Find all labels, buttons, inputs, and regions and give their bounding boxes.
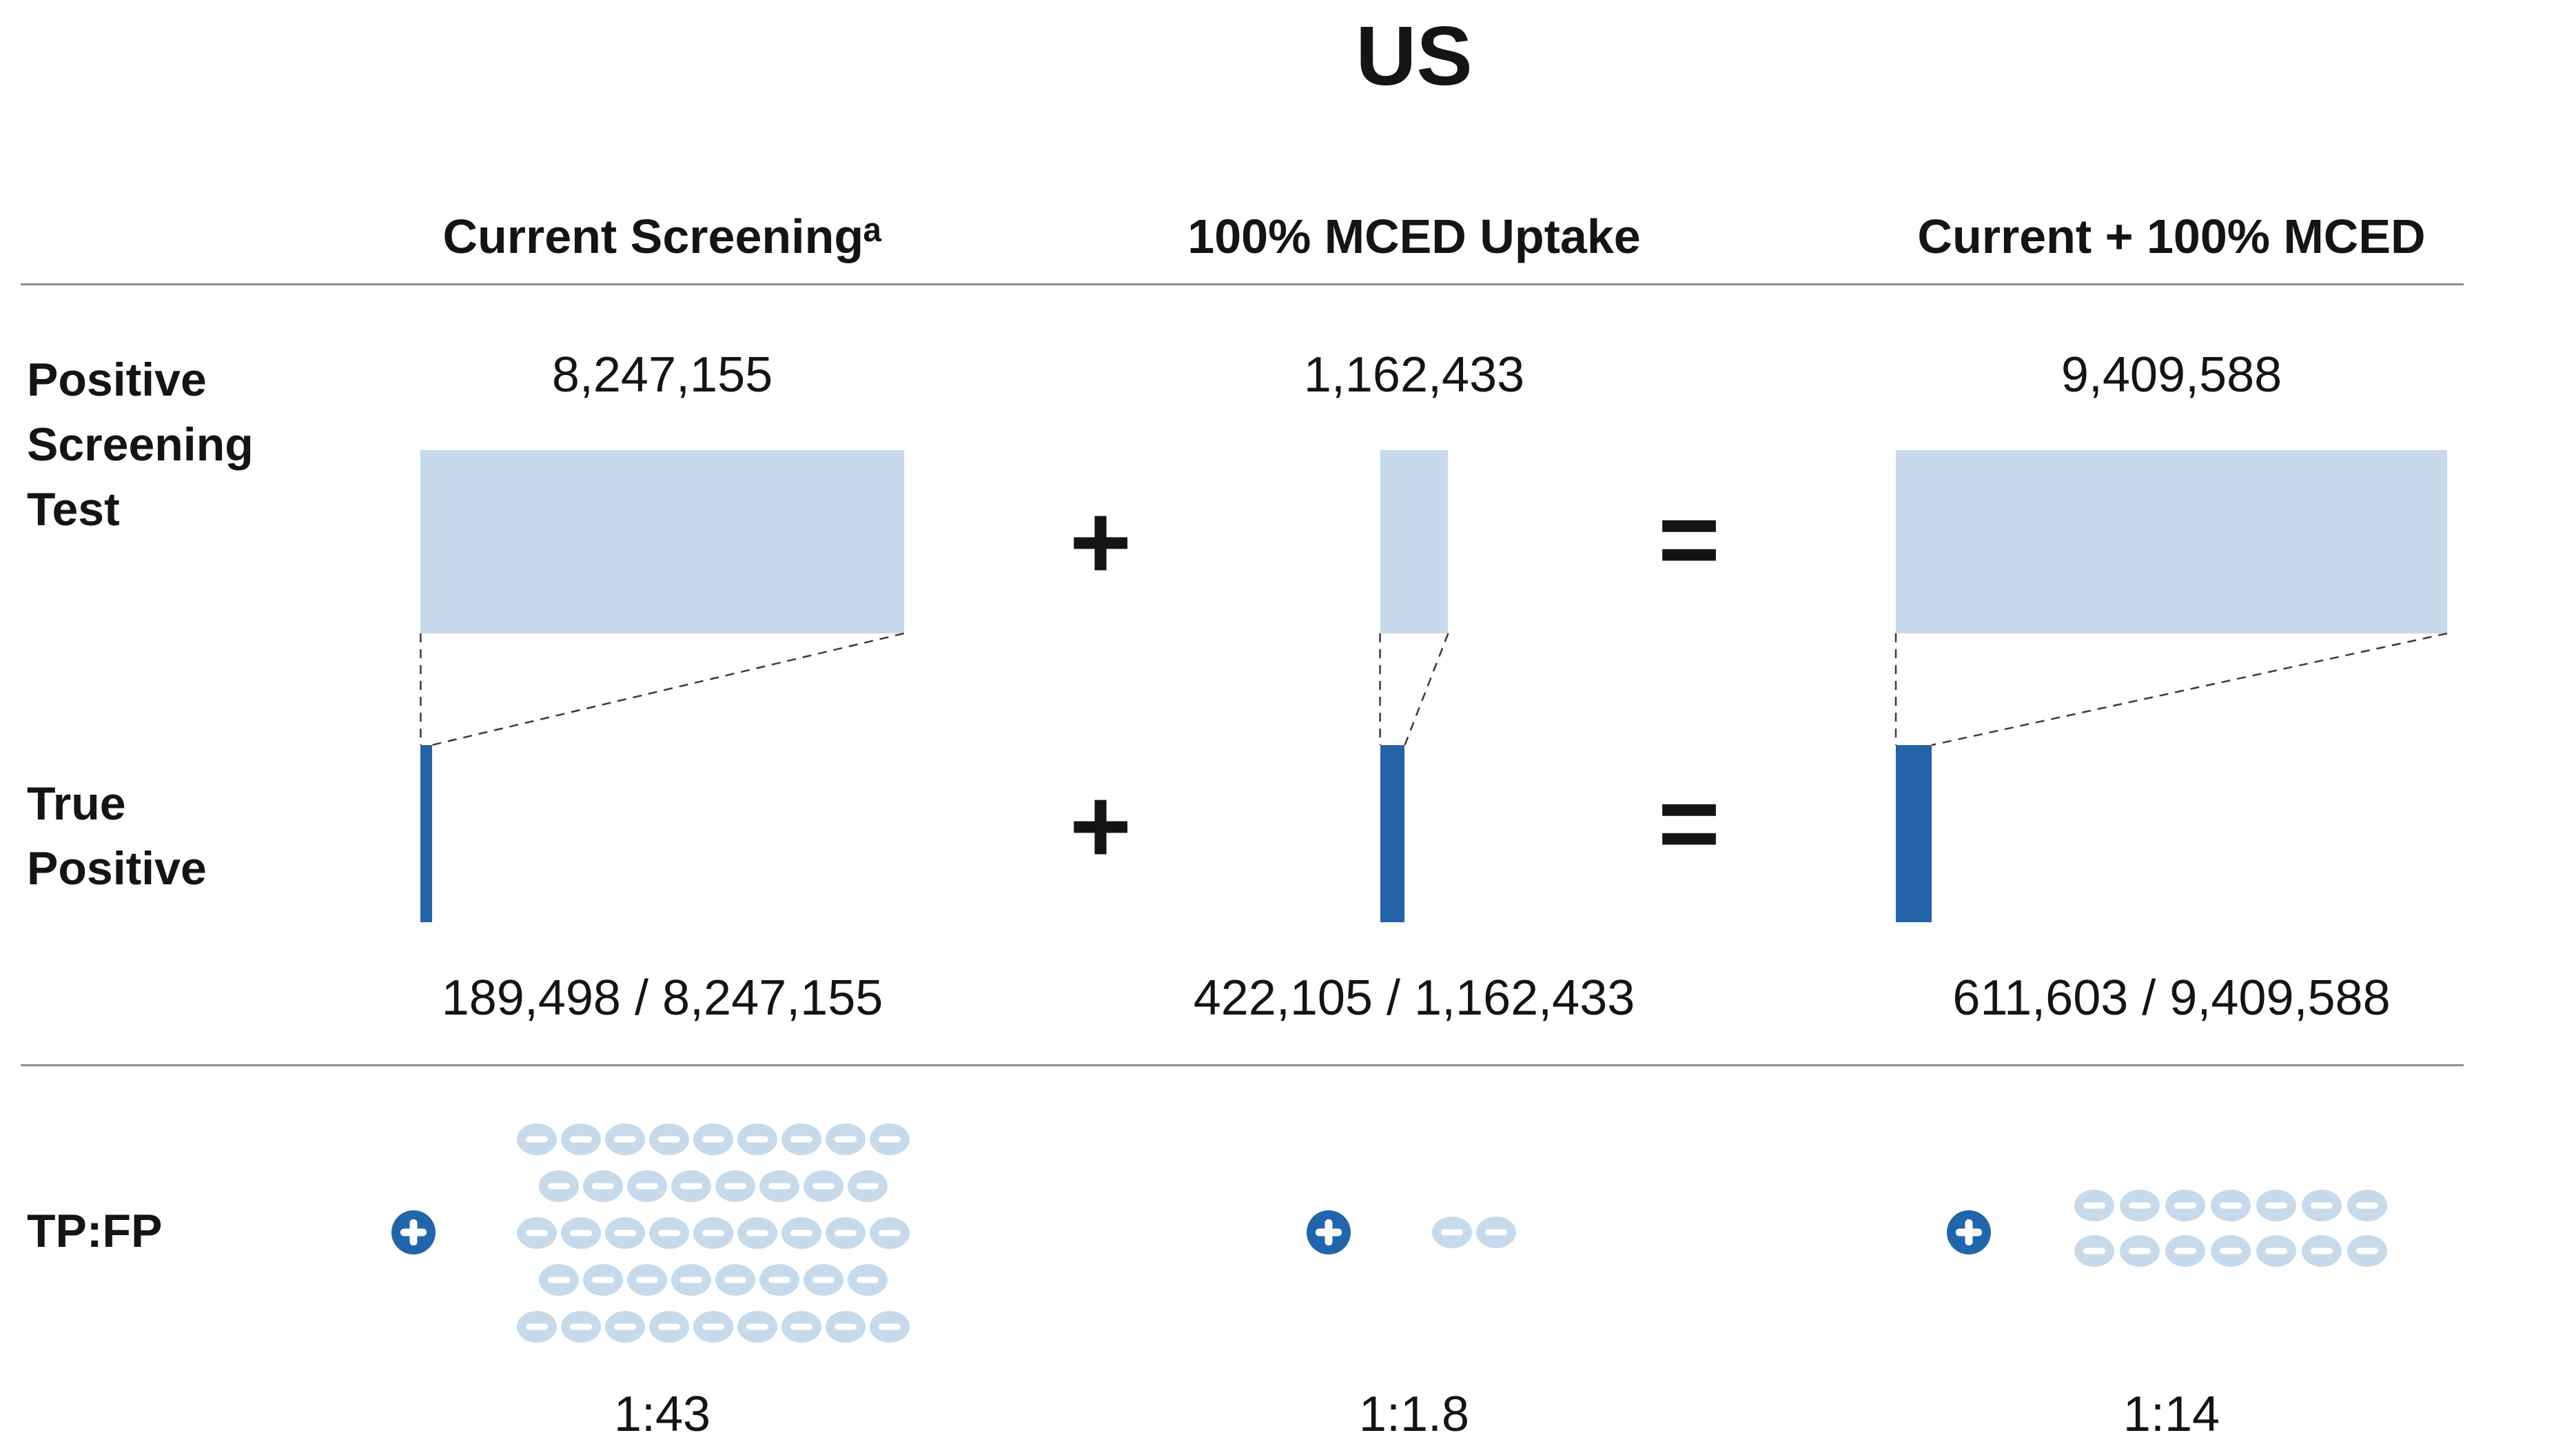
plus-operator-top: + xyxy=(1069,482,1132,602)
fp-minus-icon xyxy=(781,1217,821,1249)
fp-minus-icon xyxy=(561,1311,601,1343)
true-positive-fraction-mced: 422,105 / 1,162,433 xyxy=(1193,970,1635,1026)
fp-minus-icon xyxy=(870,1311,910,1343)
fp-minus-icon xyxy=(2302,1190,2342,1221)
fp-minus-icon xyxy=(2302,1235,2342,1267)
column-header-current-plus-mced: Current + 100% MCED xyxy=(1917,210,2426,263)
fp-minus-icon xyxy=(2165,1235,2205,1267)
fp-minus-icon xyxy=(539,1170,579,1202)
true-positive-fraction-current: 189,498 / 8,247,155 xyxy=(441,970,883,1026)
row-label-positive-screening-test: Positive Screening Test xyxy=(27,354,254,536)
fp-minus-icon xyxy=(781,1123,821,1155)
positive-count-current: 8,247,155 xyxy=(551,347,773,403)
fp-minus-icon xyxy=(693,1311,733,1343)
divider-bottom xyxy=(21,1064,2464,1066)
fp-minus-icon xyxy=(1432,1217,1472,1248)
fp-minus-icon xyxy=(737,1311,777,1343)
fp-minus-icon xyxy=(649,1311,689,1343)
fp-minus-icon xyxy=(870,1123,910,1155)
fp-minus-icon xyxy=(804,1264,844,1296)
divider-top xyxy=(21,283,2464,285)
tp-plus-icon xyxy=(1947,1210,1991,1254)
column-header-current-screening: Current Screeningᵃ xyxy=(442,210,882,263)
tp-fp-ratio-mced: 1:1.8 xyxy=(1358,1387,1470,1442)
funnel-dashed-line xyxy=(1404,633,1449,746)
true-positive-bar xyxy=(1896,745,1932,922)
funnel-dashed-line xyxy=(1931,632,2448,746)
equals-operator-top: = xyxy=(1657,479,1721,599)
fp-minus-icon xyxy=(2165,1190,2205,1221)
fp-minus-icon xyxy=(627,1170,667,1202)
fp-minus-icon xyxy=(804,1170,844,1202)
positive-count-combined: 9,409,588 xyxy=(2061,347,2282,403)
fp-minus-icon xyxy=(826,1123,866,1155)
column-header-mced-uptake: 100% MCED Uptake xyxy=(1187,210,1641,263)
fp-minus-icon xyxy=(1476,1217,1516,1248)
fp-minus-icon xyxy=(2256,1190,2296,1221)
fp-minus-icon xyxy=(561,1217,601,1249)
fp-minus-icon xyxy=(737,1217,777,1249)
tp-plus-icon xyxy=(1307,1210,1351,1254)
true-positive-bar xyxy=(420,745,432,922)
tp-fp-ratio-current: 1:43 xyxy=(613,1387,711,1442)
true-positive-bar xyxy=(1380,745,1405,922)
fp-minus-icon xyxy=(826,1311,866,1343)
row-label-tp-fp: TP:FP xyxy=(27,1205,163,1257)
fp-minus-icon xyxy=(2256,1235,2296,1267)
fp-minus-icon xyxy=(693,1123,733,1155)
fp-minus-icon xyxy=(715,1170,755,1202)
fp-minus-icon xyxy=(826,1217,866,1249)
fp-minus-icon xyxy=(649,1217,689,1249)
fp-minus-icon xyxy=(781,1311,821,1343)
fp-minus-icon xyxy=(605,1217,645,1249)
fp-minus-icon xyxy=(517,1217,557,1249)
equals-operator-bottom: = xyxy=(1657,763,1721,883)
row-label-true-positive: True Positive xyxy=(27,777,207,895)
fp-minus-icon xyxy=(539,1264,579,1296)
positive-screening-bar xyxy=(1380,450,1449,633)
fp-minus-icon xyxy=(517,1123,557,1155)
fp-minus-icon xyxy=(627,1264,667,1296)
fp-minus-icon xyxy=(583,1170,623,1202)
fp-minus-icon xyxy=(2120,1235,2160,1267)
fp-minus-icon xyxy=(2211,1235,2251,1267)
fp-minus-icon xyxy=(583,1264,623,1296)
plus-operator-bottom: + xyxy=(1069,766,1132,886)
fp-minus-icon xyxy=(2347,1235,2387,1267)
positive-screening-bar xyxy=(420,450,904,633)
true-positive-fraction-combined: 611,603 / 9,409,588 xyxy=(1952,970,2391,1026)
fp-minus-icon xyxy=(759,1264,799,1296)
page-title: US xyxy=(1356,9,1473,103)
fp-minus-icon xyxy=(671,1264,711,1296)
fp-minus-icon xyxy=(517,1311,557,1343)
fp-minus-icon xyxy=(2211,1190,2251,1221)
fp-minus-icon xyxy=(671,1170,711,1202)
fp-minus-icon xyxy=(561,1123,601,1155)
fp-minus-icon xyxy=(715,1264,755,1296)
positive-screening-bar xyxy=(1896,450,2447,633)
fp-minus-icon xyxy=(759,1170,799,1202)
tp-fp-ratio-combined: 1:14 xyxy=(2123,1387,2220,1442)
funnel-dashed-line xyxy=(431,632,904,746)
fp-minus-icon xyxy=(737,1123,777,1155)
fp-minus-icon xyxy=(605,1311,645,1343)
fp-minus-icon xyxy=(2074,1190,2114,1221)
fp-minus-icon xyxy=(605,1123,645,1155)
tp-plus-icon xyxy=(391,1210,436,1254)
fp-minus-icon xyxy=(870,1217,910,1249)
positive-count-mced: 1,162,433 xyxy=(1303,347,1525,403)
fp-minus-icon xyxy=(2347,1190,2387,1221)
fp-minus-icon xyxy=(2120,1190,2160,1221)
fp-minus-icon xyxy=(693,1217,733,1249)
fp-minus-icon xyxy=(649,1123,689,1155)
fp-minus-icon xyxy=(2074,1235,2114,1267)
fp-minus-icon xyxy=(848,1264,888,1296)
fp-minus-icon xyxy=(848,1170,888,1202)
